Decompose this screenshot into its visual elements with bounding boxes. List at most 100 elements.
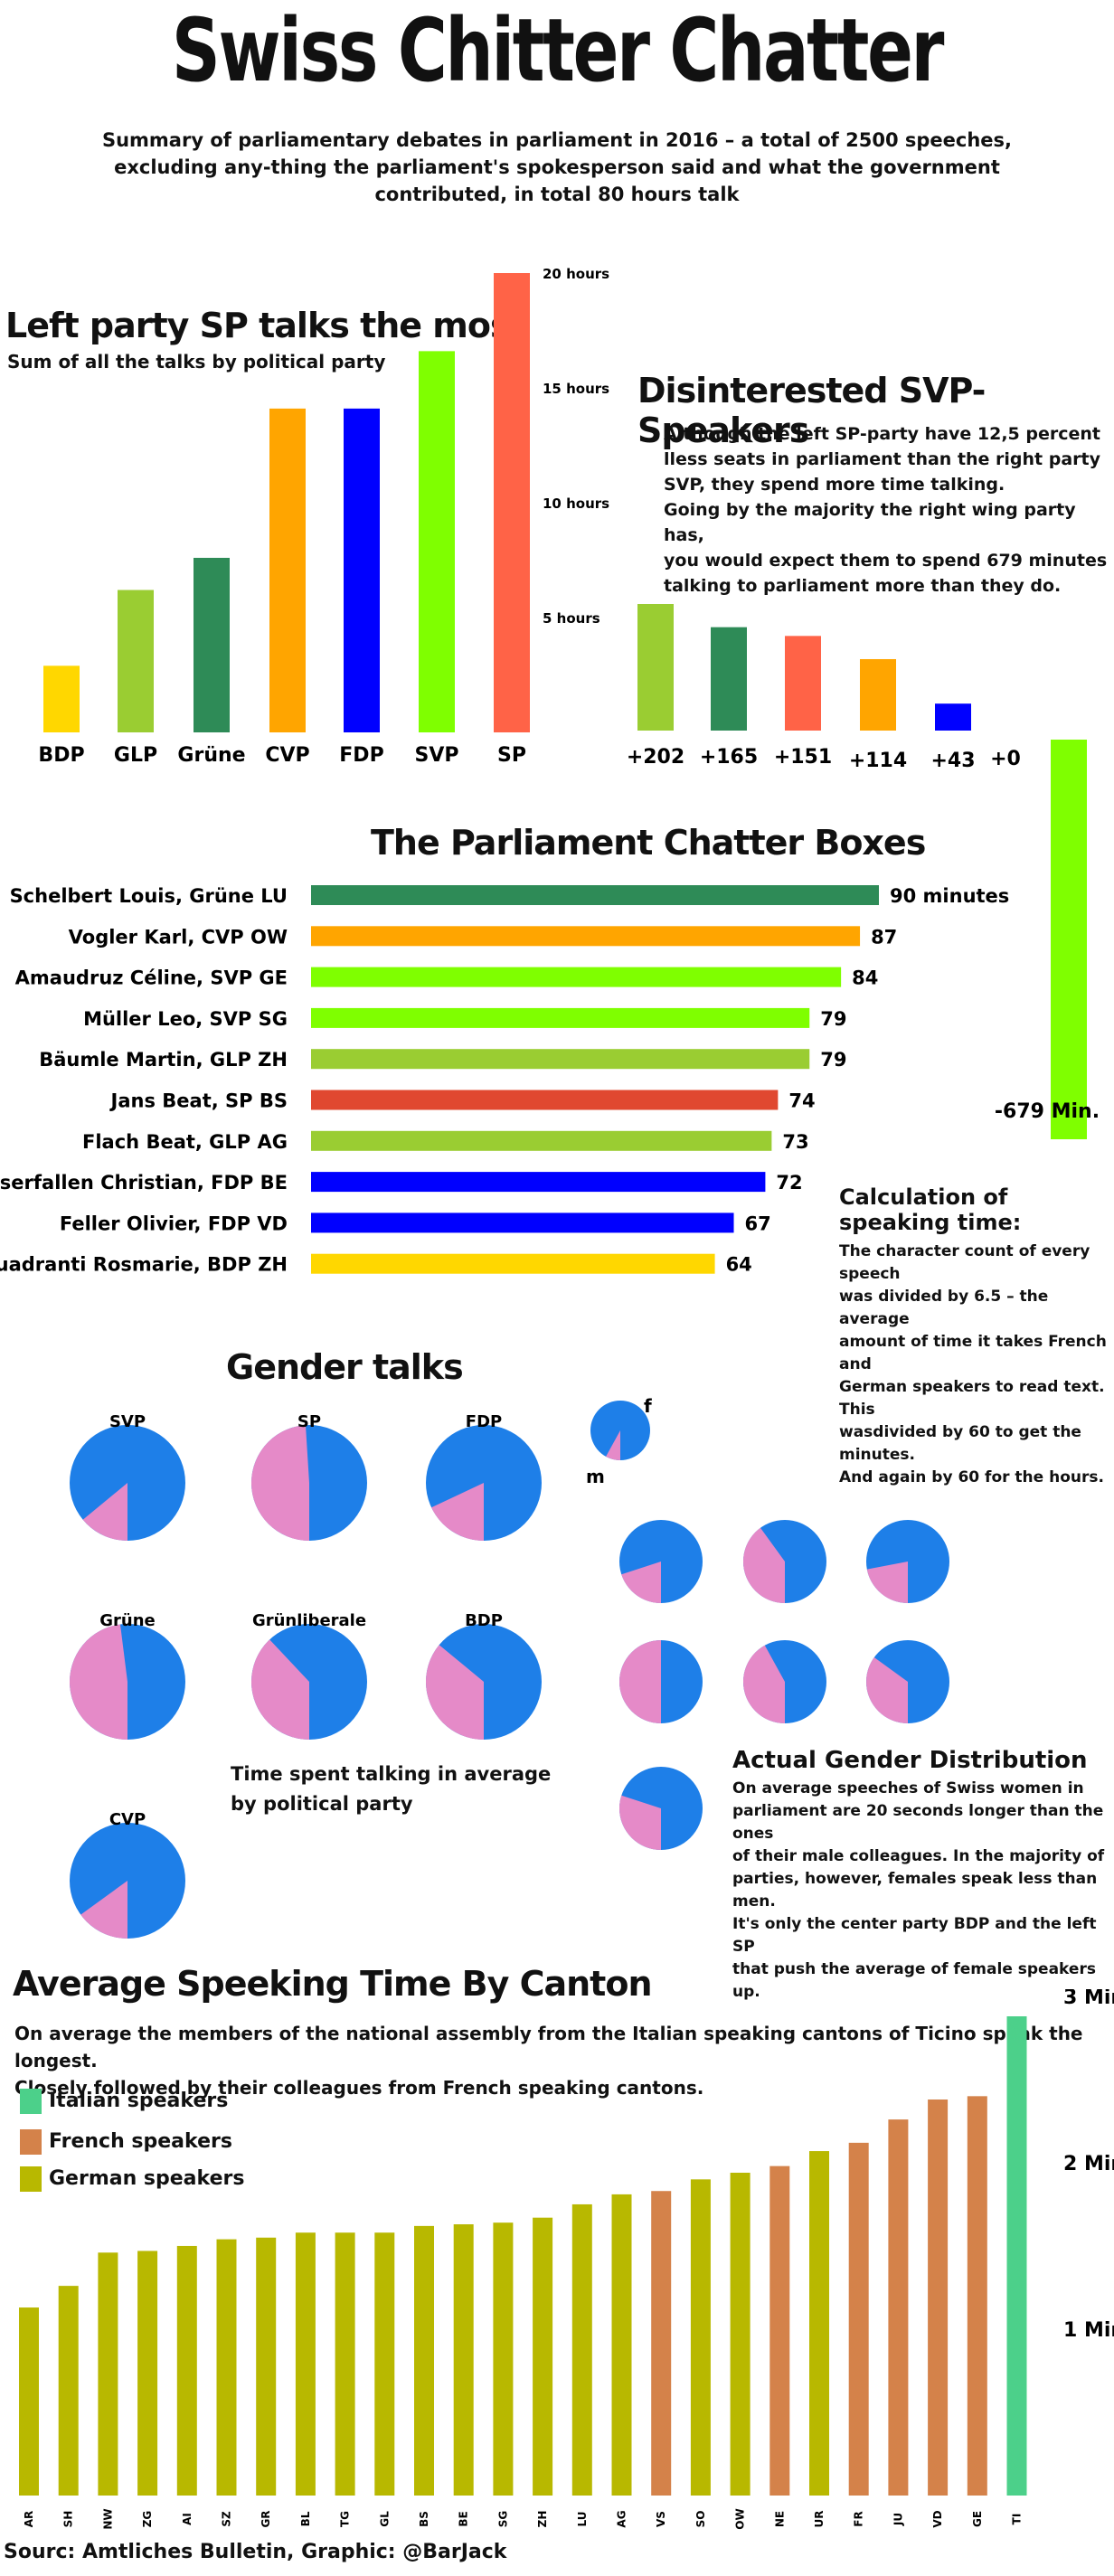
speaker-name: Quadranti Rosmarie, BDP ZH — [0, 1254, 288, 1276]
speaker-bar — [311, 1172, 766, 1193]
party-bar-label: BDP — [38, 744, 84, 767]
calc-heading: Calculation of speaking time: — [839, 1184, 1022, 1235]
party-ytick: 10 hours — [543, 495, 609, 512]
calc-line: amount of time it takes French and — [839, 1333, 1107, 1373]
canton-label: BE — [458, 2511, 470, 2526]
canton-label: AI — [181, 2513, 194, 2525]
party-bar-label: Grüne — [177, 744, 245, 767]
canton-label: AR — [23, 2511, 35, 2528]
canton-text-line: On average the members of the national a… — [14, 2023, 1083, 2071]
legend-swatch-french — [20, 2129, 42, 2155]
actual-pie — [866, 1640, 949, 1723]
canton-chart: AR SH NW ZG AI SZ GR BL TG GL BS BE SG ZH LU AG VS SO OW NE… — [19, 1989, 1114, 2530]
party-bar-label: CVP — [265, 744, 309, 767]
female-slice — [866, 1656, 908, 1723]
female-slice — [619, 1795, 661, 1850]
calc-line: The character count of every speech — [839, 1242, 1090, 1283]
actual-line: It's only the center party BDP and the l… — [732, 1915, 1097, 1956]
canton-bar — [98, 2252, 118, 2496]
party-pie — [251, 1624, 367, 1740]
party-bar-label: SP — [497, 744, 526, 767]
party-pie — [70, 1425, 185, 1541]
legend-label: Italian speakers — [49, 2090, 229, 2112]
canton-bar — [571, 2203, 592, 2496]
canton-label: GR — [260, 2510, 272, 2527]
calc-line: And again by 60 for the hours. — [839, 1468, 1104, 1486]
canton-bar — [176, 2245, 197, 2496]
canton-bar — [256, 2237, 277, 2496]
canton-ytick: 1 Min — [1063, 2319, 1114, 2342]
actual-gender-heading: Actual Gender Distribution — [732, 1747, 1088, 1774]
speaker-bar — [311, 1007, 810, 1028]
canton-label: BL — [299, 2511, 312, 2526]
party-pie — [426, 1425, 542, 1541]
svp-text-line: SVP, they spend more time talking. — [664, 475, 1005, 495]
speaker-value: 74 — [788, 1090, 815, 1112]
canton-label: ZH — [536, 2511, 549, 2528]
speaker-value: 72 — [776, 1172, 802, 1194]
gender-caption: Time spent talking in average by politic… — [231, 1760, 551, 1819]
speaker-name: Wasserfallen Christian, FDP BE — [0, 1172, 288, 1194]
canton-label: TI — [1011, 2514, 1024, 2525]
female-slice — [742, 1527, 785, 1603]
legend-pie — [590, 1401, 650, 1460]
canton-heading: Average Speeking Time By Canton — [13, 1964, 652, 2004]
pie-label: CVP — [109, 1810, 146, 1829]
svp-text: Although the left SP-party have 12,5 per… — [664, 421, 1114, 599]
speaker-value: 67 — [745, 1213, 771, 1234]
canton-bar — [19, 2307, 39, 2496]
canton-bar — [611, 2194, 632, 2496]
female-slice — [80, 1881, 127, 1939]
party-bar — [419, 351, 455, 732]
actual-pie — [866, 1520, 949, 1603]
canton-bar — [335, 2232, 355, 2496]
legend-m: m — [586, 1466, 605, 1487]
speaker-name: Bäumle Martin, GLP ZH — [39, 1049, 288, 1071]
canton-bar — [730, 2172, 751, 2496]
legend-french: French speakers — [20, 2129, 232, 2156]
party-bar — [269, 408, 306, 732]
canton-bar — [216, 2239, 237, 2496]
actual-pie — [743, 1640, 826, 1723]
svp-diff-bar — [785, 636, 821, 731]
svp-diff-bar — [637, 604, 674, 731]
canton-label: NW — [101, 2508, 114, 2529]
speaker-bar — [311, 967, 842, 987]
canton-label: SZ — [221, 2511, 233, 2527]
speaker-name: Schelbert Louis, Grüne LU — [10, 885, 288, 907]
speaker-bar — [311, 885, 879, 905]
chatter-boxes-chart: Schelbert Louis, Grüne LU 90 minutes Vogle… — [0, 885, 1009, 1276]
canton-label: NE — [773, 2511, 786, 2527]
gender-pies: SVP SP FDP Grüne Grünliberale BDP CVP f m — [70, 1395, 949, 1939]
svp-text-line: you would expect them to spend 679 minut… — [664, 551, 1108, 571]
speaker-value: 84 — [852, 967, 878, 989]
canton-label: LU — [576, 2512, 589, 2527]
party-bar-label: GLP — [114, 744, 157, 767]
speaker-bar — [311, 926, 861, 947]
svp-diff-label: +202 — [627, 746, 684, 769]
party-bar — [344, 408, 380, 732]
canton-label: FR — [853, 2511, 865, 2526]
actual-line: parties, however, females speak less tha… — [732, 1870, 1098, 1911]
pie-label: SP — [297, 1412, 321, 1431]
speaker-name: Feller Olivier, FDP VD — [60, 1213, 288, 1234]
canton-bar — [967, 2096, 987, 2496]
legend-label: German speakers — [49, 2167, 245, 2190]
party-pie — [426, 1624, 542, 1740]
actual-line: that push the average of female speakers… — [732, 1960, 1096, 2001]
canton-text: On average the members of the national a… — [14, 2020, 1114, 2101]
speaker-bar — [311, 1090, 779, 1110]
legend-italian: Italian speakers — [20, 2089, 228, 2116]
party-bar-label: FDP — [339, 744, 383, 767]
calc-line: German speakers to read text. This — [839, 1378, 1105, 1419]
canton-bar — [533, 2217, 553, 2496]
gender-heading: Gender talks — [226, 1347, 464, 1387]
speaker-value: 87 — [871, 926, 897, 948]
svp-diff-label: +43 — [930, 750, 975, 772]
svp-diff-bar — [711, 627, 747, 731]
canton-label: JU — [892, 2513, 904, 2526]
canton-bar — [453, 2224, 474, 2496]
canton-label: GL — [378, 2511, 391, 2527]
canton-bar — [493, 2222, 514, 2496]
canton-bar — [809, 2151, 829, 2496]
